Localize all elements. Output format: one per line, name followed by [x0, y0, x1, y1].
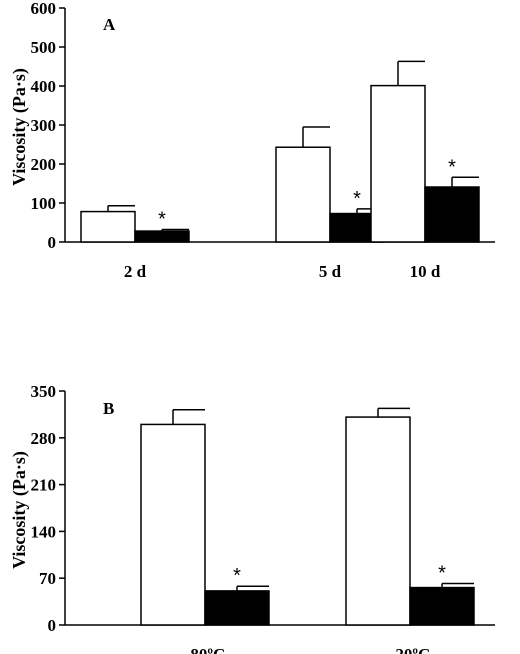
- y-tick-label: 100: [31, 194, 57, 213]
- bar: [424, 186, 480, 243]
- y-axis-label: Viscosity (Pa·s): [9, 451, 30, 569]
- panel-label: B: [103, 399, 114, 418]
- y-tick-label: 200: [31, 155, 57, 174]
- bar: [134, 230, 190, 243]
- y-tick-label: 400: [31, 77, 57, 96]
- y-tick-label: 0: [48, 233, 57, 252]
- bar: [204, 590, 270, 626]
- panel-a: A Viscosity (Pa·s) 0 100 200 300 400 500 600 2 …: [9, 0, 495, 281]
- y-axis-label: Viscosity (Pa·s): [9, 68, 30, 186]
- x-category-label: 10 d: [410, 262, 441, 281]
- significance-marker: *: [158, 209, 166, 231]
- bar: [370, 84, 426, 243]
- y-tick-label: 210: [31, 476, 57, 495]
- y-tick-label: 350: [31, 382, 57, 401]
- significance-marker: *: [448, 156, 456, 178]
- y-tick-label: 0: [48, 616, 57, 635]
- panel-label: A: [103, 15, 116, 34]
- x-category-label: 5 d: [319, 262, 342, 281]
- x-category-label: 2 d: [124, 262, 147, 281]
- y-tick-label: 280: [31, 429, 57, 448]
- significance-marker: *: [233, 565, 241, 587]
- y-tick-label: 500: [31, 38, 57, 57]
- x-category-label: -80ºC: [185, 645, 226, 654]
- bar: [140, 423, 206, 626]
- significance-marker: *: [438, 563, 446, 585]
- panel-b: B Viscosity (Pa·s) 0 70 140 210 280 350 -80ºC *…: [9, 382, 495, 654]
- y-tick-label: 300: [31, 116, 57, 135]
- bar: [409, 586, 475, 626]
- y-tick-label: 600: [31, 0, 57, 18]
- significance-marker: *: [353, 188, 361, 210]
- y-tick-label: 140: [31, 522, 57, 541]
- y-tick-label: 70: [39, 569, 56, 588]
- bar: [345, 416, 411, 626]
- bar: [275, 146, 331, 243]
- bar: [80, 210, 136, 243]
- x-category-label: -20ºC: [390, 645, 431, 654]
